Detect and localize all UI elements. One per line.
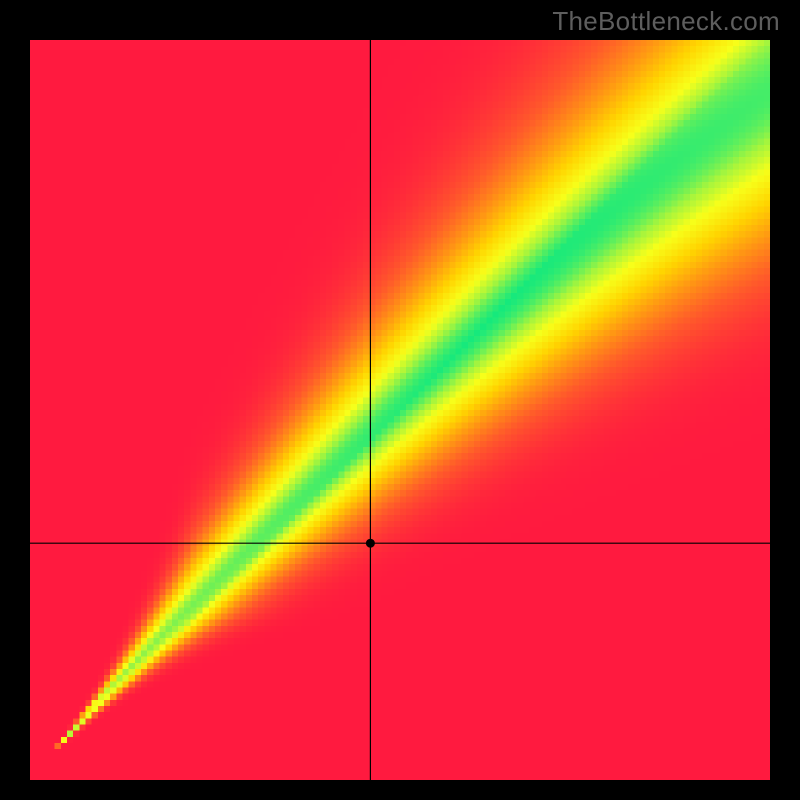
- bottleneck-heatmap: [30, 40, 770, 780]
- watermark-text: TheBottleneck.com: [552, 6, 780, 37]
- figure-root: TheBottleneck.com: [0, 0, 800, 800]
- plot-area: [30, 40, 770, 780]
